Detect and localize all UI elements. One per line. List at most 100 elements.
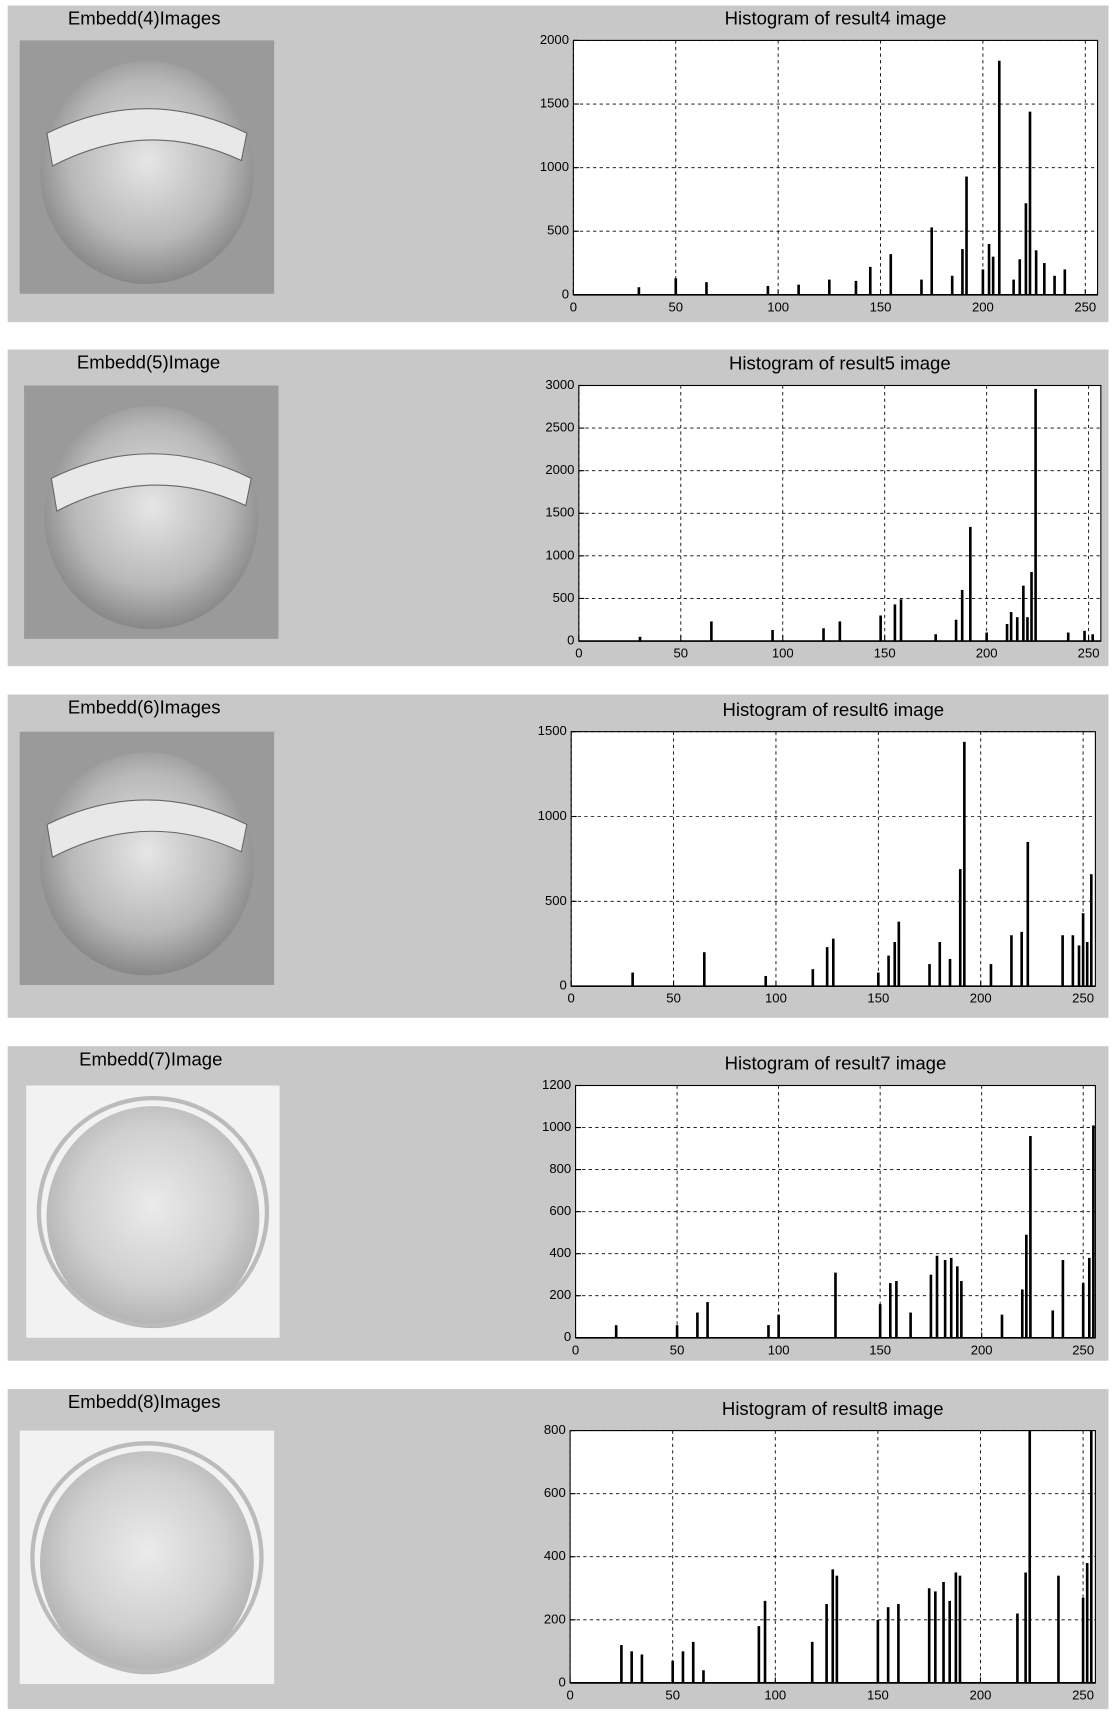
bar bbox=[777, 1314, 780, 1338]
y-tick-label: 600 bbox=[544, 1485, 566, 1500]
bar bbox=[835, 1575, 839, 1683]
bar bbox=[958, 869, 962, 987]
bar bbox=[1061, 1259, 1065, 1338]
x-tick-label: 0 bbox=[575, 646, 582, 661]
bar bbox=[811, 969, 815, 987]
y-tick-label: 1500 bbox=[545, 505, 574, 520]
x-tick-label: 150 bbox=[874, 646, 896, 661]
bar bbox=[897, 1604, 900, 1683]
x-tick-label: 200 bbox=[970, 991, 992, 1006]
bar bbox=[706, 1302, 709, 1338]
bar bbox=[960, 1281, 963, 1338]
bar bbox=[997, 60, 1001, 295]
bar bbox=[1020, 931, 1023, 987]
x-tick-label: 0 bbox=[572, 1342, 579, 1357]
x-tick-label: 200 bbox=[972, 299, 994, 314]
bar bbox=[1085, 1563, 1089, 1683]
image-circle bbox=[36, 1095, 270, 1328]
y-tick-label: 1200 bbox=[542, 1077, 571, 1092]
y-tick-label: 1000 bbox=[538, 808, 567, 823]
bar bbox=[887, 955, 890, 987]
bar bbox=[638, 636, 642, 642]
y-tick-label: 200 bbox=[544, 1611, 566, 1626]
y-tick-label: 1500 bbox=[540, 95, 569, 110]
bar bbox=[950, 275, 954, 295]
bar bbox=[920, 279, 923, 295]
bar bbox=[989, 964, 993, 987]
bar bbox=[958, 1575, 962, 1683]
bar bbox=[1012, 279, 1015, 295]
bar bbox=[895, 1281, 898, 1338]
bar bbox=[897, 921, 901, 987]
bar bbox=[637, 287, 641, 295]
x-tick-label: 100 bbox=[764, 1687, 786, 1702]
bar bbox=[893, 942, 897, 987]
y-tick-label: 500 bbox=[553, 590, 575, 605]
bar bbox=[948, 1600, 952, 1683]
bar bbox=[1092, 1125, 1095, 1338]
plot-frame bbox=[572, 39, 1099, 296]
bar bbox=[985, 632, 988, 642]
y-tick-label: 200 bbox=[549, 1287, 571, 1302]
x-tick-label: 200 bbox=[971, 1342, 993, 1357]
bar bbox=[928, 964, 931, 987]
bar bbox=[757, 1626, 761, 1683]
x-tick-label: 200 bbox=[970, 1687, 992, 1702]
bar bbox=[696, 1312, 699, 1338]
image-face bbox=[40, 1451, 254, 1675]
y-tick-label: 2000 bbox=[540, 32, 569, 47]
bar bbox=[1029, 1135, 1032, 1338]
image-face bbox=[40, 752, 254, 976]
bar bbox=[640, 1654, 644, 1683]
chart-title: Histogram of result4 image bbox=[725, 8, 947, 29]
bar bbox=[942, 1581, 945, 1683]
y-tick-label: 0 bbox=[560, 978, 567, 993]
bar bbox=[879, 615, 882, 642]
bar bbox=[987, 243, 991, 295]
x-tick-label: 250 bbox=[1072, 1687, 1094, 1702]
bar bbox=[620, 1645, 623, 1683]
x-tick-label: 50 bbox=[665, 1687, 680, 1702]
image-headband bbox=[50, 453, 252, 512]
bar bbox=[909, 1312, 912, 1338]
bar bbox=[1034, 388, 1037, 642]
bar bbox=[965, 176, 968, 295]
bar bbox=[1061, 935, 1064, 987]
chart-title: Histogram of result7 image bbox=[725, 1053, 947, 1074]
y-tick-label: 500 bbox=[545, 893, 567, 908]
image-title: Embedd(8)Images bbox=[68, 1391, 221, 1412]
bar bbox=[1020, 1289, 1024, 1338]
bar bbox=[1089, 1430, 1093, 1683]
image-face bbox=[46, 1106, 260, 1329]
image-title: Embedd(5)Image bbox=[77, 352, 220, 373]
bar bbox=[825, 1604, 828, 1683]
x-tick-label: 50 bbox=[666, 991, 681, 1006]
bar bbox=[764, 975, 768, 987]
bar bbox=[1034, 250, 1038, 295]
bar bbox=[1026, 617, 1029, 642]
image-title: Embedd(7)Image bbox=[79, 1048, 222, 1069]
bar bbox=[1091, 634, 1095, 642]
image-circle bbox=[30, 1441, 264, 1674]
bar bbox=[674, 278, 678, 295]
bar bbox=[963, 741, 966, 987]
bar bbox=[631, 972, 634, 987]
bar bbox=[691, 1641, 695, 1683]
bar bbox=[831, 1569, 835, 1683]
bar bbox=[767, 1325, 770, 1338]
bar bbox=[1077, 945, 1081, 987]
bar bbox=[1022, 585, 1025, 642]
x-tick-label: 250 bbox=[1078, 646, 1100, 661]
bar bbox=[961, 249, 964, 295]
bar bbox=[825, 947, 829, 987]
bar bbox=[1028, 1430, 1032, 1683]
x-tick-label: 0 bbox=[566, 1687, 573, 1702]
bar bbox=[877, 972, 880, 987]
bar bbox=[1089, 874, 1093, 987]
bar bbox=[1018, 259, 1022, 295]
bar bbox=[1085, 942, 1089, 987]
bar bbox=[1024, 1572, 1027, 1683]
bar bbox=[960, 589, 964, 642]
bar bbox=[930, 227, 934, 295]
bar bbox=[878, 1304, 882, 1338]
